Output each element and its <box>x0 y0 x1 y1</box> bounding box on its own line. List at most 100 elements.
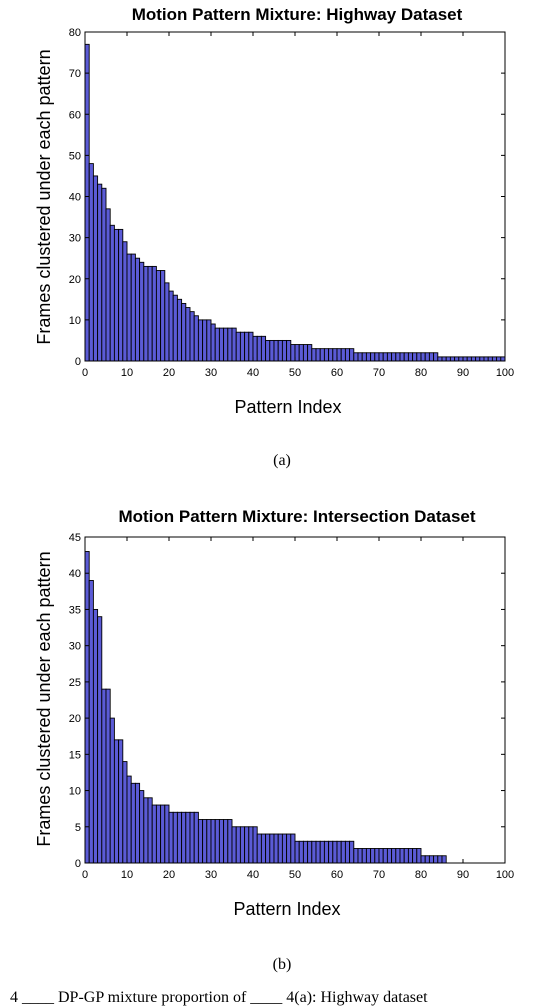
x-tick-label: 100 <box>496 869 514 881</box>
bar <box>374 352 380 362</box>
bar <box>441 356 447 362</box>
y-tick-label: 60 <box>69 109 81 121</box>
bar <box>328 348 334 362</box>
y-tick-label: 10 <box>69 315 81 327</box>
subfigure-label: (b) <box>273 956 292 973</box>
bar <box>193 811 199 864</box>
bar <box>298 344 304 362</box>
bar <box>260 833 267 864</box>
x-tick-label: 0 <box>82 367 88 379</box>
bar <box>168 811 174 864</box>
bar <box>462 356 468 362</box>
bar <box>391 352 397 362</box>
bar <box>118 228 124 362</box>
y-ticks: 0 10 20 30 40 50 60 70 80 <box>69 27 505 368</box>
intersection-chart: Motion Pattern Mixture: Intersection Dat… <box>34 507 514 973</box>
highway-chart: Motion Pattern Mixture: Highway Dataset … <box>34 5 514 469</box>
bar <box>252 826 258 864</box>
bar <box>294 344 300 362</box>
bar <box>134 257 141 362</box>
bar <box>370 848 376 864</box>
bar <box>239 826 246 864</box>
x-tick-label: 0 <box>82 869 88 881</box>
y-tick-label: 15 <box>69 749 81 761</box>
bar <box>395 352 401 362</box>
bar <box>428 352 435 362</box>
bar <box>223 327 229 362</box>
bar <box>365 352 372 362</box>
bar <box>483 356 489 362</box>
bar <box>470 356 477 362</box>
bar <box>487 356 493 362</box>
bar <box>391 848 397 864</box>
bar <box>244 826 250 864</box>
chart-title: Motion Pattern Mixture: Intersection Dat… <box>118 507 475 526</box>
y-tick-label: 20 <box>69 274 81 286</box>
bar <box>416 352 422 362</box>
bar <box>176 811 183 864</box>
bar <box>294 840 300 864</box>
bar <box>344 840 351 864</box>
y-tick-label: 10 <box>69 786 81 798</box>
x-tick-label: 100 <box>496 367 514 379</box>
y-tick-label: 5 <box>75 822 81 834</box>
bar <box>458 356 464 362</box>
bar <box>307 344 313 362</box>
bar <box>118 739 124 864</box>
bar <box>399 352 405 362</box>
bar <box>164 804 170 864</box>
bar <box>311 840 317 864</box>
bar <box>223 819 229 864</box>
x-axis-label: Pattern Index <box>233 899 340 919</box>
y-axis-label: Frames clustered under each pattern <box>34 551 54 846</box>
bar <box>218 819 225 864</box>
x-tick-label: 50 <box>289 367 301 379</box>
bar <box>256 833 262 864</box>
bar <box>218 327 225 362</box>
bar <box>491 356 498 362</box>
bar <box>130 253 136 362</box>
bar <box>386 352 393 362</box>
bar <box>210 323 216 362</box>
x-ticks: 0 10 20 30 40 50 60 70 80 90 100 <box>82 537 514 881</box>
bar <box>176 298 183 362</box>
bar <box>143 797 149 864</box>
bar <box>370 352 376 362</box>
x-tick-label: 10 <box>121 367 133 379</box>
bar <box>172 811 178 864</box>
bar <box>252 335 258 362</box>
y-tick-label: 45 <box>69 532 81 544</box>
bar <box>139 790 145 864</box>
bar <box>424 855 430 864</box>
bar <box>357 848 363 864</box>
bar <box>92 608 99 864</box>
bar <box>256 335 262 362</box>
y-tick-label: 20 <box>69 713 81 725</box>
bar <box>378 352 384 362</box>
bar <box>365 848 372 864</box>
bar <box>265 833 271 864</box>
bar <box>374 848 380 864</box>
bar <box>84 551 90 864</box>
bar <box>319 840 325 864</box>
bar <box>260 335 267 362</box>
bar <box>412 352 418 362</box>
bar <box>113 739 120 864</box>
bars <box>84 43 506 362</box>
bar <box>147 265 153 362</box>
bar <box>403 352 409 362</box>
bar <box>424 352 430 362</box>
bar <box>428 855 435 864</box>
bar <box>273 339 279 362</box>
bar <box>353 352 359 362</box>
bar <box>239 331 246 362</box>
bar <box>197 319 204 362</box>
bar <box>437 855 443 864</box>
bar <box>227 327 233 362</box>
bar <box>479 356 485 362</box>
y-tick-label: 25 <box>69 677 81 689</box>
bar <box>361 352 367 362</box>
bar <box>122 761 128 864</box>
x-tick-label: 30 <box>205 367 217 379</box>
bar <box>164 282 170 362</box>
